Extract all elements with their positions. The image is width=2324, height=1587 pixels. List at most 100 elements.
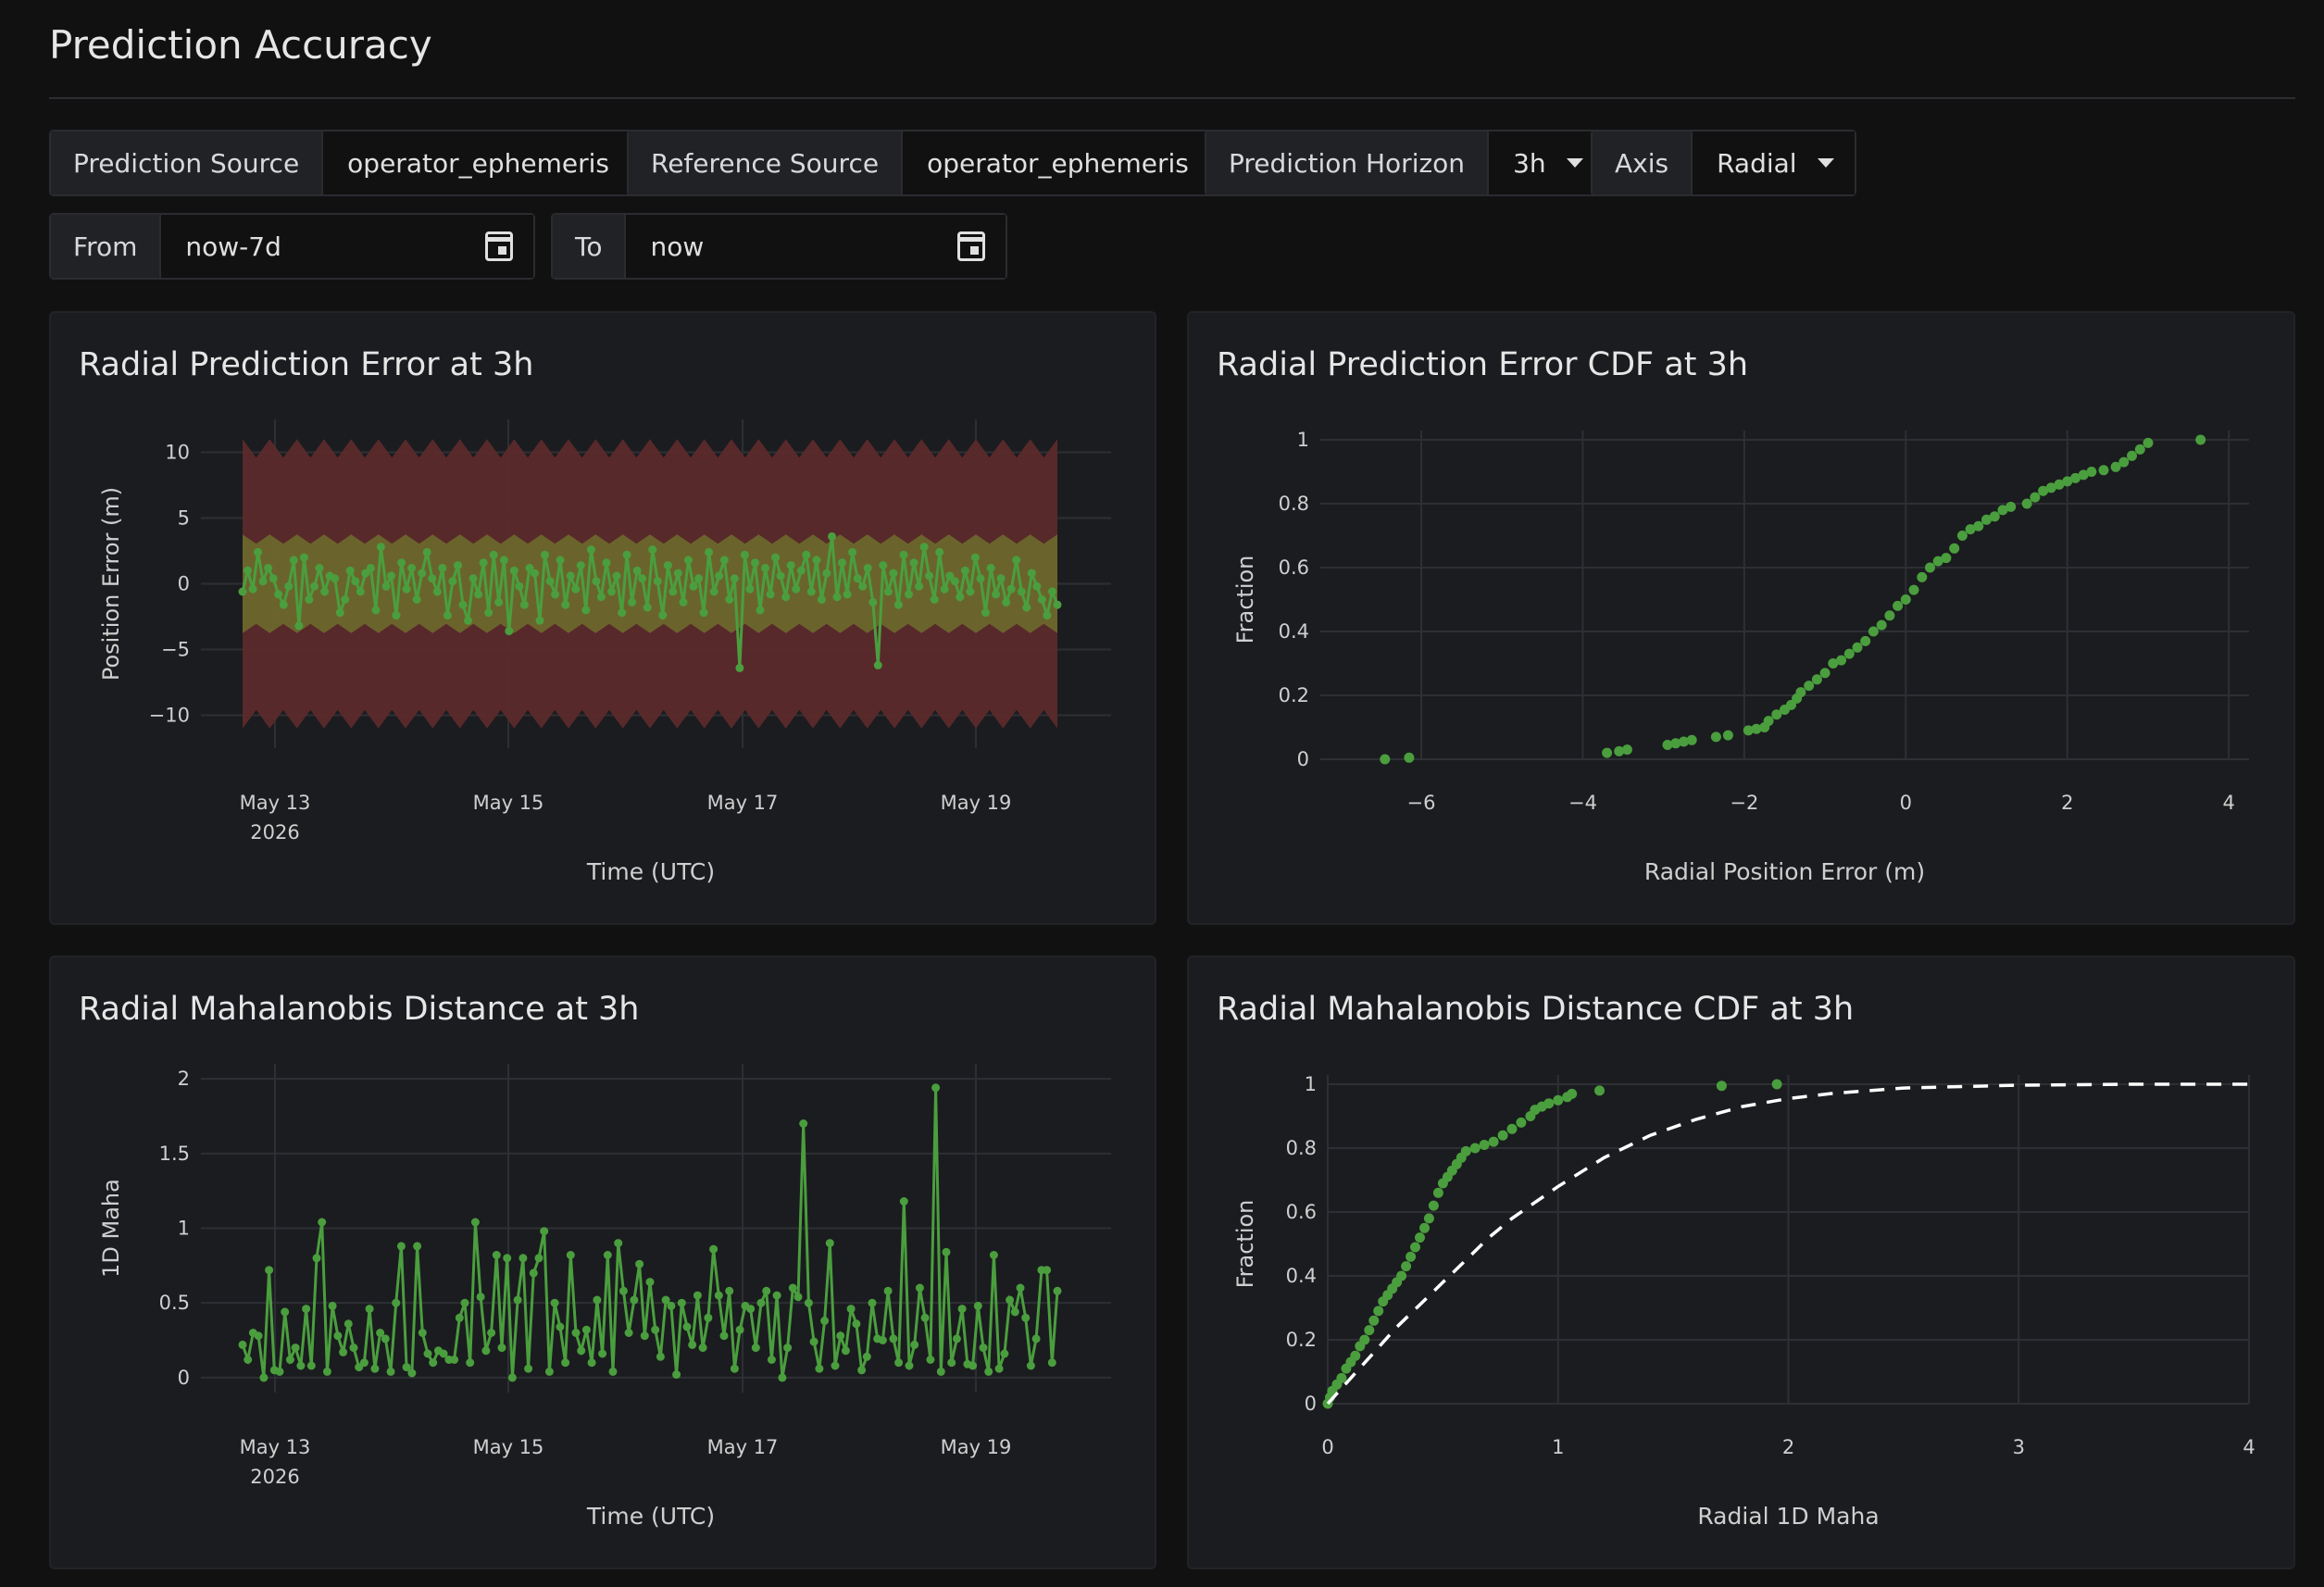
y-tick-label: 0.2: [1286, 1329, 1317, 1351]
data-point: [294, 621, 304, 631]
data-point: [376, 543, 385, 552]
data-point: [598, 1349, 607, 1358]
data-point: [756, 606, 765, 615]
data-point: [1973, 520, 1984, 531]
data-point: [464, 616, 472, 625]
data-point: [831, 1361, 840, 1370]
axis-dropdown[interactable]: Radial: [1693, 131, 1855, 194]
data-point: [259, 1373, 269, 1382]
calendar-icon[interactable]: [485, 231, 513, 261]
data-point: [503, 1254, 512, 1263]
data-point: [1479, 1140, 1490, 1150]
data-point: [992, 590, 1001, 599]
data-point: [513, 1295, 522, 1305]
x-axis-label: Radial 1D Maha: [1697, 1503, 1879, 1530]
data-point: [392, 1298, 401, 1307]
data-point: [832, 593, 842, 602]
axis-value: Radial: [1717, 147, 1797, 179]
error-timeseries-chart[interactable]: May 13 2026 May 15 May 17 May 19 10 5 0 −5 −10 Tim…: [51, 313, 1158, 927]
data-point: [1949, 543, 1960, 554]
data-point: [981, 608, 990, 618]
data-point: [1031, 1334, 1041, 1343]
data-point: [370, 1364, 380, 1373]
data-point: [1022, 603, 1031, 612]
data-point: [1006, 1295, 1015, 1305]
data-point: [984, 1367, 993, 1376]
data-point: [320, 587, 330, 596]
data-point: [1917, 571, 1928, 582]
data-point: [986, 564, 995, 572]
data-point: [581, 606, 591, 615]
data-point: [1368, 1315, 1380, 1326]
data-point: [476, 1293, 485, 1302]
data-point: [1017, 587, 1026, 596]
data-point: [858, 581, 868, 591]
maha-timeseries-panel: Radial Mahalanobis Distance at 3h May 13…: [49, 956, 1156, 1569]
data-point: [454, 561, 462, 570]
maha-cdf-chart[interactable]: 0 1 2 3 4 1 0.8 0.6 0.4 0.2 0 Radial 1D Maha Fractio…: [1189, 957, 2297, 1571]
data-point: [291, 1343, 300, 1353]
maha-timeseries-chart[interactable]: May 13 2026 May 15 May 17 May 19 2 1.5 1 0.5 0 Tim…: [51, 957, 1158, 1571]
data-point: [1419, 1222, 1430, 1233]
data-point: [930, 595, 939, 604]
data-point: [1543, 1098, 1555, 1109]
data-point: [1860, 635, 1871, 646]
to-input[interactable]: now: [626, 215, 1006, 278]
y-tick-label: 0.2: [1279, 684, 1309, 706]
data-point: [1364, 1325, 1375, 1336]
data-point: [366, 564, 375, 572]
data-point: [635, 1259, 644, 1268]
data-point: [318, 1218, 327, 1227]
data-point: [979, 1343, 988, 1353]
data-point: [661, 1295, 670, 1305]
data-point: [942, 1247, 951, 1256]
data-point: [1037, 595, 1046, 604]
calendar-icon[interactable]: [957, 231, 985, 261]
data-point: [470, 1218, 480, 1227]
data-point: [846, 1305, 856, 1314]
to-label: To: [553, 215, 627, 278]
y-tick-label: 0.6: [1279, 556, 1309, 579]
prediction-source-label: Prediction Source: [51, 131, 324, 194]
data-point: [556, 1322, 565, 1331]
data-point: [507, 1373, 517, 1382]
data-point: [843, 590, 852, 599]
data-point: [1012, 556, 1021, 565]
data-point: [793, 1293, 803, 1302]
data-point: [1795, 687, 1806, 698]
data-point: [1662, 740, 1673, 750]
prediction-source-dropdown[interactable]: operator_ephemeris: [323, 131, 667, 194]
error-cdf-chart[interactable]: −6 −4 −2 0 2 4 1 0.8 0.6 0.4 0.2 0 Radial Position E…: [1189, 313, 2297, 927]
data-point: [1021, 1313, 1031, 1322]
data-point: [792, 584, 801, 594]
maha-cdf-panel: Radial Mahalanobis Distance CDF at 3h 0 1…: [1187, 956, 2295, 1569]
data-point: [545, 577, 555, 586]
data-point: [2078, 469, 2089, 481]
data-point: [994, 1364, 1004, 1373]
x-tick-label: 0: [1900, 792, 1912, 814]
reference-source-dropdown[interactable]: operator_ephemeris: [903, 131, 1246, 194]
data-point: [618, 1286, 628, 1295]
data-point: [725, 1286, 734, 1295]
data-point: [274, 590, 283, 599]
data-point: [2045, 482, 2056, 494]
from-input[interactable]: now-7d: [161, 215, 533, 278]
data-point: [776, 571, 785, 581]
data-point: [704, 1313, 713, 1322]
data-point: [1710, 731, 1721, 743]
data-point: [1621, 744, 1632, 756]
data-point: [608, 1367, 618, 1376]
data-point: [920, 1313, 930, 1322]
to-variable: To now: [551, 213, 1007, 280]
data-point: [387, 571, 395, 581]
data-point: [714, 1291, 723, 1300]
data-point: [356, 587, 365, 596]
data-point: [264, 564, 273, 572]
data-point: [1006, 584, 1016, 594]
data-point: [772, 1291, 781, 1300]
data-point: [349, 1343, 358, 1353]
data-point: [407, 564, 417, 572]
prediction-horizon-dropdown[interactable]: 3h: [1489, 131, 1604, 194]
y-tick-label: −5: [161, 639, 190, 661]
data-point: [392, 611, 401, 620]
